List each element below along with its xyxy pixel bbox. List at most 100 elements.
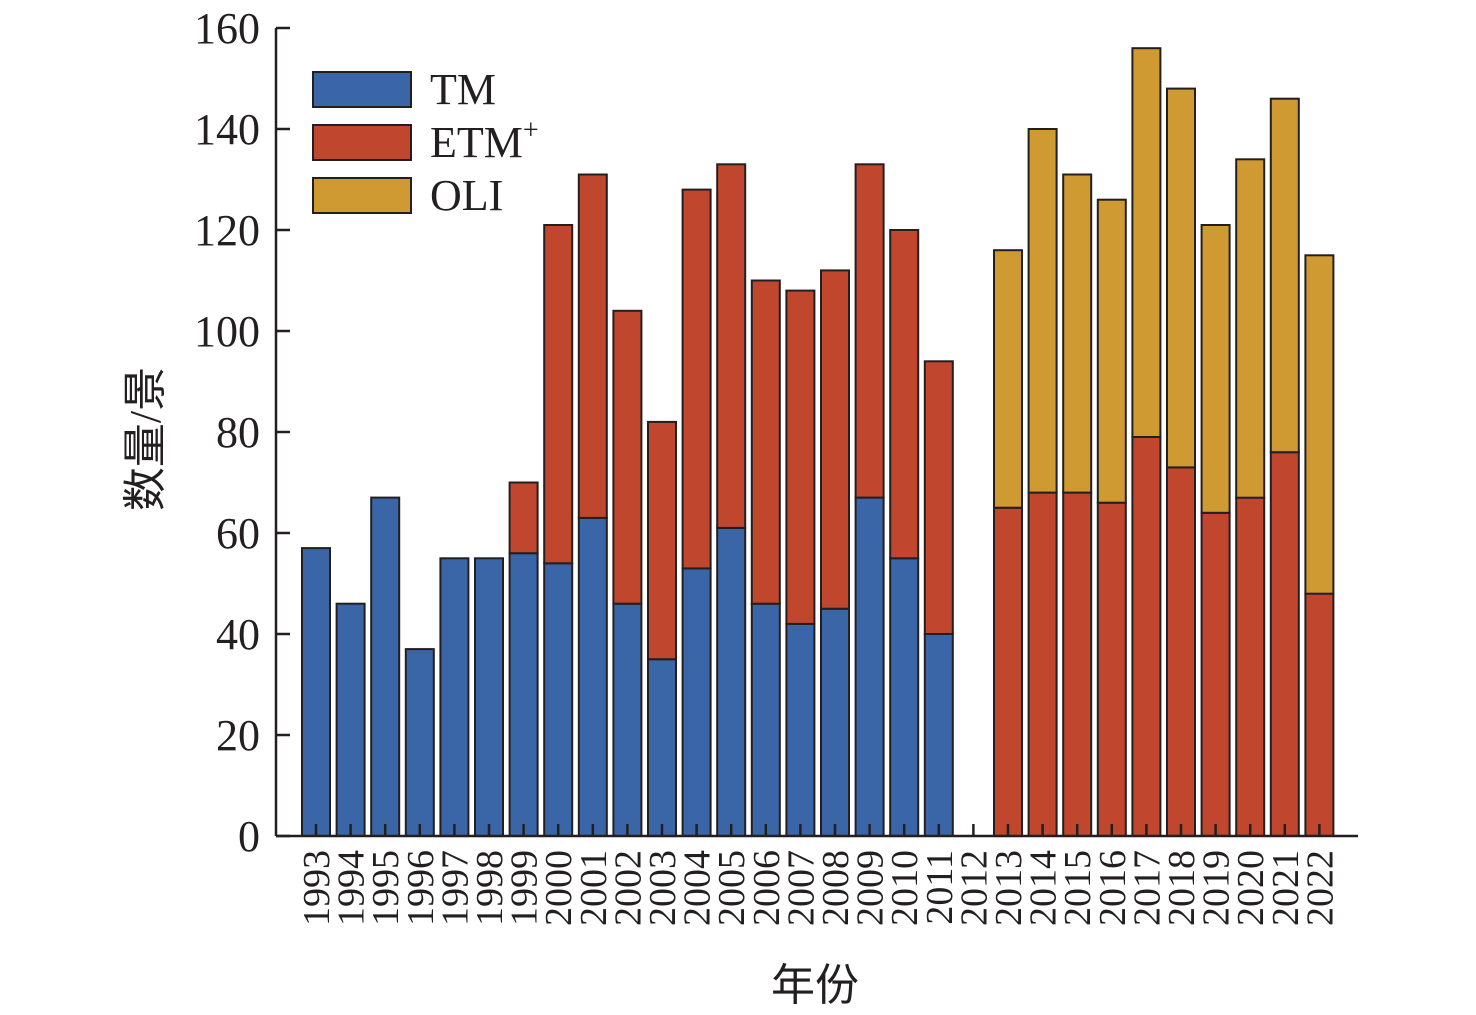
y-tick-label: 140 xyxy=(194,105,260,154)
x-tick-label: 2012 xyxy=(953,850,995,926)
x-tick-label: 2011 xyxy=(919,850,961,925)
bar-etmplus-2001 xyxy=(577,173,608,519)
bar-tm-1999 xyxy=(508,552,539,837)
y-tick-label: 80 xyxy=(216,408,260,457)
bar-etmplus-2011 xyxy=(923,360,954,635)
bar-oli-2017 xyxy=(1131,47,1162,438)
bar-tm-1997 xyxy=(439,557,470,838)
bar-etmplus-2013 xyxy=(993,506,1023,838)
x-tick-label: 2008 xyxy=(815,850,857,926)
bar-tm-2004 xyxy=(681,567,712,838)
bar-etmplus-2003 xyxy=(647,420,677,661)
bar-etmplus-2022 xyxy=(1304,592,1335,837)
x-tick-label: 2010 xyxy=(884,850,926,926)
bar-etmplus-2017 xyxy=(1131,436,1162,837)
bar-tm-1996 xyxy=(404,648,435,837)
y-tick-label: 160 xyxy=(194,4,260,53)
bar-oli-2022 xyxy=(1304,254,1335,595)
bar-etmplus-2007 xyxy=(785,289,816,625)
legend-label: OLI xyxy=(430,171,503,220)
bar-etmplus-2019 xyxy=(1200,511,1231,837)
bar-tm-2003 xyxy=(647,658,677,838)
bar-tm-2005 xyxy=(716,527,747,837)
x-ticks: 1993199419951996199719981999200020012002… xyxy=(296,824,1341,926)
x-tick-label: 1998 xyxy=(469,850,511,926)
bar-oli-2019 xyxy=(1200,224,1231,514)
y-tick-label: 120 xyxy=(194,206,260,255)
bar-oli-2018 xyxy=(1166,87,1196,469)
x-tick-label: 2022 xyxy=(1299,850,1341,926)
x-tick-label: 2019 xyxy=(1196,850,1238,926)
legend-label: TM xyxy=(430,65,496,114)
bar-etmplus-2009 xyxy=(854,163,885,499)
bar-tm-2010 xyxy=(889,557,920,838)
bar-oli-2020 xyxy=(1235,158,1266,499)
bar-tm-2001 xyxy=(577,516,608,838)
bar-etmplus-2021 xyxy=(1269,451,1300,837)
bar-oli-2015 xyxy=(1062,173,1093,494)
legend-swatch-oli xyxy=(312,177,412,214)
bar-etmplus-2008 xyxy=(820,269,850,610)
bar-etmplus-2014 xyxy=(1027,491,1058,837)
x-tick-label: 2016 xyxy=(1092,850,1134,926)
bar-etmplus-2002 xyxy=(612,309,643,605)
bar-etmplus-2016 xyxy=(1096,501,1127,837)
x-tick-label: 1994 xyxy=(331,850,373,926)
bar-tm-2006 xyxy=(750,602,781,838)
bar-tm-2007 xyxy=(785,622,816,838)
bar-etmplus-2018 xyxy=(1166,466,1196,837)
bars-layer xyxy=(301,47,1335,838)
bar-tm-2009 xyxy=(854,496,885,837)
x-tick-label: 2014 xyxy=(1023,850,1065,926)
x-tick-label: 1993 xyxy=(296,850,338,926)
x-tick-label: 2021 xyxy=(1265,850,1307,926)
x-tick-label: 2007 xyxy=(780,850,822,926)
legend-swatch-tm xyxy=(312,71,412,108)
x-tick-label: 1995 xyxy=(365,850,407,926)
x-axis-label: 年份 xyxy=(771,961,859,1010)
x-tick-label: 1996 xyxy=(400,850,442,926)
x-tick-label: 2015 xyxy=(1057,850,1099,926)
bar-etmplus-2000 xyxy=(543,224,574,565)
bar-oli-2016 xyxy=(1096,198,1127,504)
bar-etmplus-2015 xyxy=(1062,491,1093,837)
bar-tm-2000 xyxy=(543,562,574,837)
bar-etmplus-1999 xyxy=(508,481,539,555)
bar-oli-2021 xyxy=(1269,97,1300,454)
bar-tm-1995 xyxy=(370,496,401,837)
x-tick-label: 2001 xyxy=(573,850,615,926)
bar-tm-1994 xyxy=(335,602,366,838)
x-tick-label: 2013 xyxy=(988,850,1030,926)
y-tick-label: 60 xyxy=(216,509,260,558)
bar-oli-2014 xyxy=(1027,128,1058,494)
x-tick-label: 2020 xyxy=(1230,850,1272,926)
x-tick-label: 2006 xyxy=(746,850,788,926)
bar-tm-1993 xyxy=(301,547,331,837)
y-ticks: 0 20 40 60 80 100 120 140 160 xyxy=(194,4,290,861)
bar-etmplus-2006 xyxy=(750,279,781,605)
x-tick-label: 2017 xyxy=(1126,850,1168,926)
legend-label: ETM+ xyxy=(430,115,539,167)
x-tick-label: 2009 xyxy=(850,850,892,926)
bar-etmplus-2020 xyxy=(1235,496,1266,837)
y-tick-label: 20 xyxy=(216,711,260,760)
x-tick-label: 1999 xyxy=(504,850,546,926)
legend-swatch-etmplus xyxy=(312,124,412,161)
y-axis-label: 数量/景 xyxy=(121,367,170,511)
bar-oli-2013 xyxy=(993,249,1023,509)
bar-tm-1998 xyxy=(474,557,504,838)
bar-tm-2008 xyxy=(820,607,850,838)
x-tick-label: 1997 xyxy=(434,850,476,926)
x-tick-label: 2002 xyxy=(607,850,649,926)
bar-etmplus-2005 xyxy=(716,163,747,529)
x-tick-label: 2003 xyxy=(642,850,684,926)
bar-etmplus-2004 xyxy=(681,188,712,570)
y-tick-label: 100 xyxy=(194,307,260,356)
y-tick-label: 40 xyxy=(216,610,260,659)
x-tick-label: 2000 xyxy=(538,850,580,926)
y-tick-label: 0 xyxy=(238,812,260,861)
x-tick-label: 2018 xyxy=(1161,850,1203,926)
x-tick-label: 2005 xyxy=(711,850,753,926)
